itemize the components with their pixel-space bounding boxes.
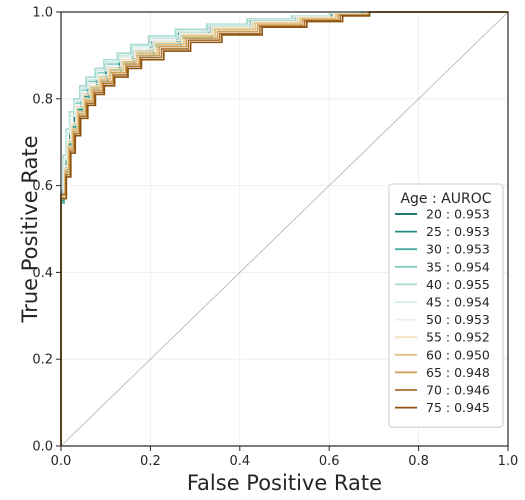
legend: Age : AUROC 20 : 0.953 25 : 0.953 30 : 0.9…	[388, 183, 504, 428]
legend-label-6: 50 : 0.953	[426, 312, 490, 327]
legend-label-2: 30 : 0.953	[426, 242, 490, 257]
x-tick-label-1: 0.2	[140, 454, 161, 469]
legend-label-11: 75 : 0.945	[426, 400, 490, 415]
x-tick-label-0: 0.0	[51, 454, 72, 469]
legend-label-1: 25 : 0.953	[426, 224, 490, 239]
roc-curve-7	[60, 11, 508, 446]
legend-label-4: 40 : 0.955	[426, 277, 490, 292]
roc-curve-10	[60, 11, 508, 446]
legend-label-10: 70 : 0.946	[426, 383, 490, 398]
x-tick-label-2: 0.4	[229, 454, 250, 469]
legend-label-0: 20 : 0.953	[426, 207, 490, 222]
roc-curve-5	[60, 11, 508, 446]
x-tick-label-5: 1.0	[498, 454, 519, 469]
legend-label-3: 35 : 0.954	[426, 259, 490, 274]
y-tick-label-4: 0.8	[32, 92, 53, 107]
legend-items: 20 : 0.953 25 : 0.953 30 : 0.953 35 : 0.954…	[395, 207, 490, 415]
x-tick-label-4: 0.8	[408, 454, 429, 469]
y-axis-ticks: 0.0 0.2 0.4 0.6 0.8 1.0	[32, 6, 61, 455]
legend-box	[388, 183, 504, 428]
x-axis-ticks: 0.0 0.2 0.4 0.6 0.8 1.0	[51, 446, 519, 469]
y-tick-label-2: 0.4	[32, 266, 53, 281]
x-tick-label-3: 0.6	[319, 454, 340, 469]
y-tick-label-5: 1.0	[32, 6, 53, 21]
roc-curve-6	[60, 11, 508, 446]
roc-curves	[60, 11, 508, 446]
roc-curve-9	[60, 11, 508, 446]
legend-label-9: 65 : 0.948	[426, 365, 490, 380]
legend-label-5: 45 : 0.954	[426, 295, 490, 310]
x-axis-label: False Positive Rate	[187, 471, 382, 495]
legend-label-8: 60 : 0.950	[426, 347, 490, 362]
legend-title: Age : AUROC	[400, 191, 491, 207]
y-tick-label-0: 0.0	[32, 440, 53, 455]
y-tick-label-1: 0.2	[32, 353, 53, 368]
chance-diagonal-line	[60, 11, 509, 447]
legend-label-7: 55 : 0.952	[426, 330, 490, 345]
roc-curve-8	[60, 11, 508, 446]
y-axis-label: True Positive Rate	[18, 135, 42, 323]
plot-frame	[60, 11, 509, 447]
y-tick-label-3: 0.6	[32, 179, 53, 194]
roc-curve-11	[60, 11, 508, 446]
